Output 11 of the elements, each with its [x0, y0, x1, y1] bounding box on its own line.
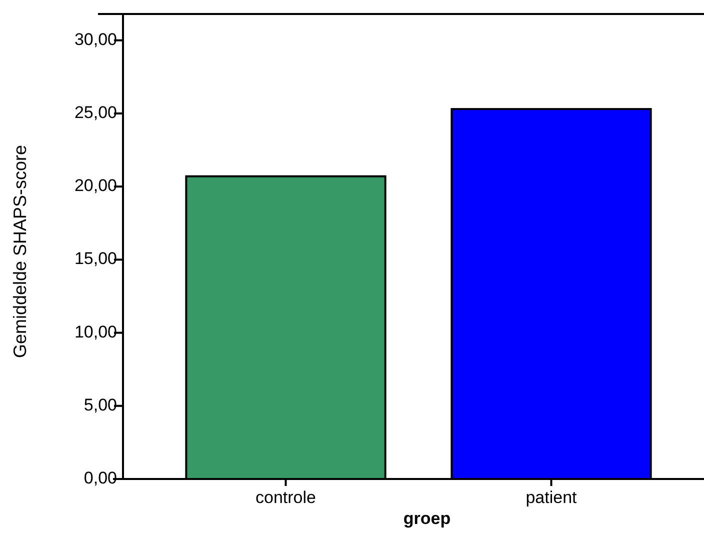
y-tick-label: 15,00 — [74, 249, 117, 268]
x-tick-label: patient — [526, 488, 578, 507]
y-axis-title: Gemiddelde SHAPS-score — [10, 144, 30, 358]
y-tick-label: 30,00 — [74, 30, 117, 49]
y-tick-label: 25,00 — [74, 102, 117, 122]
x-axis-title: groep — [403, 509, 451, 528]
y-tick-label: 10,00 — [74, 322, 117, 342]
x-tick-label: controle — [256, 488, 316, 507]
y-tick-label: 0,00 — [84, 468, 117, 488]
y-tick-label: 20,00 — [74, 176, 117, 196]
y-tick-label: 5,00 — [84, 395, 117, 414]
